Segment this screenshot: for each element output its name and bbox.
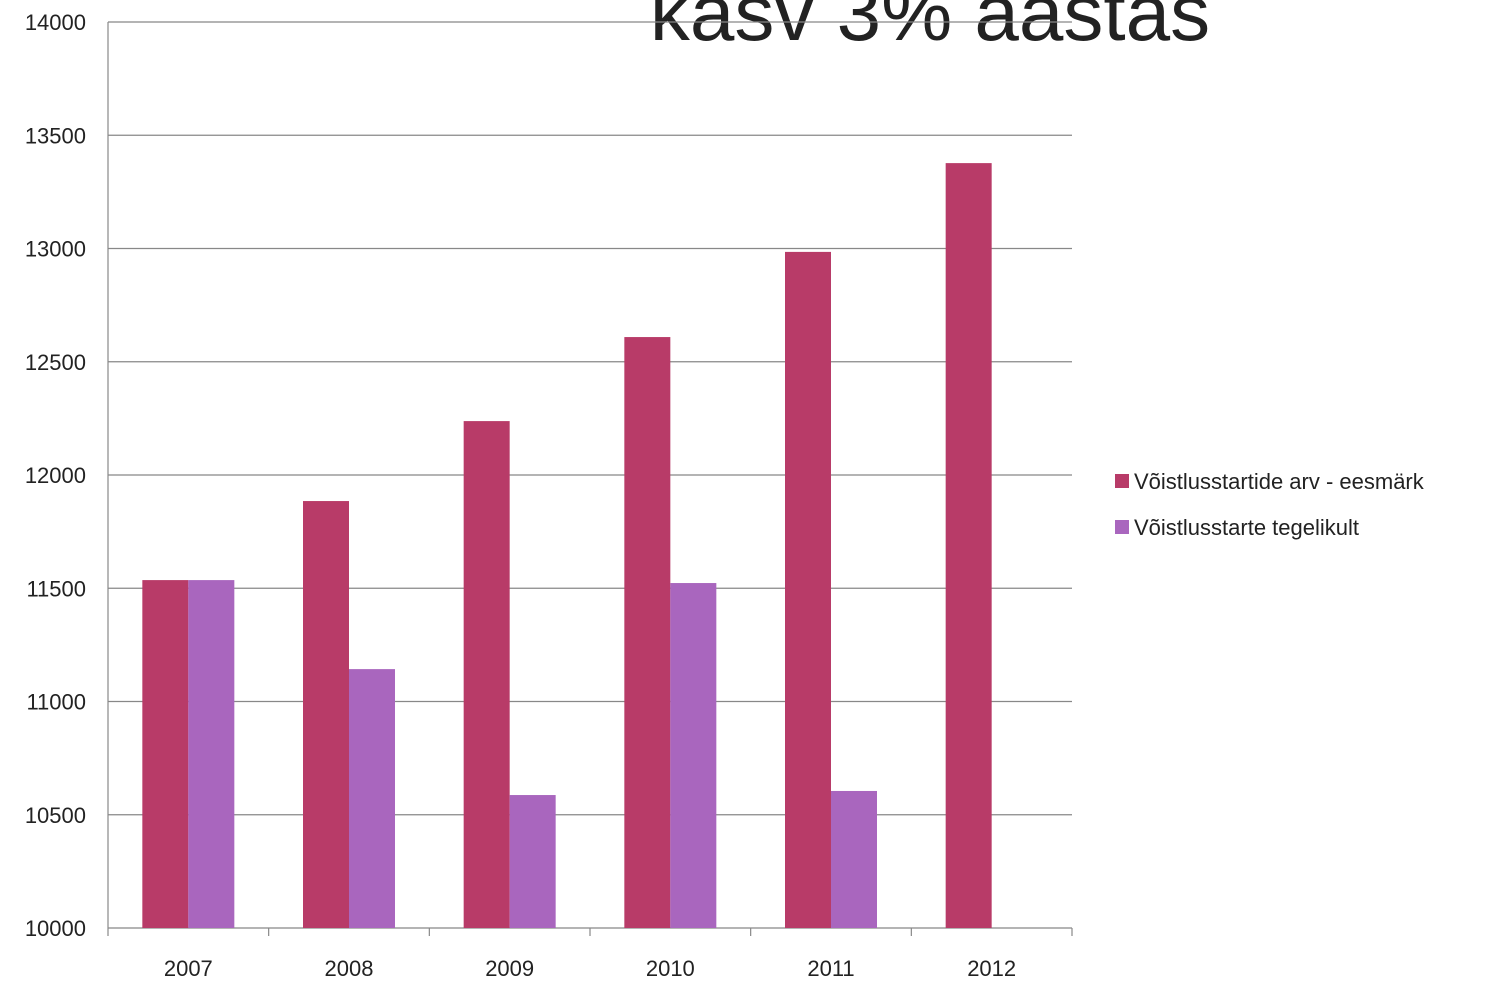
- legend-label: Võistlusstartide arv - eesmärk: [1134, 469, 1425, 494]
- y-tick-label: 11000: [26, 690, 86, 715]
- bar: [509, 795, 556, 928]
- y-tick-label: 13000: [25, 237, 86, 262]
- bar: [945, 163, 992, 928]
- x-tick-label: 2009: [485, 956, 534, 981]
- bar: [142, 580, 189, 928]
- bar: [303, 501, 349, 928]
- x-tick-label: 2011: [807, 956, 854, 981]
- y-tick-label: 12000: [25, 463, 86, 488]
- x-tick-label: 2010: [646, 956, 695, 981]
- bar: [624, 337, 671, 928]
- x-tick-label: 2007: [164, 956, 213, 981]
- y-tick-label: 13500: [25, 123, 86, 148]
- bar: [188, 580, 235, 928]
- legend-swatch: [1115, 520, 1129, 534]
- x-tick-label: 2008: [325, 956, 374, 981]
- legend-swatch: [1115, 474, 1129, 488]
- bar: [831, 790, 877, 928]
- y-tick-label: 14000: [25, 10, 86, 35]
- y-tick-label: 11500: [26, 576, 86, 601]
- x-tick-label: 2012: [967, 956, 1016, 981]
- y-tick-label: 12500: [25, 350, 86, 375]
- bar: [785, 251, 831, 928]
- bar: [670, 583, 717, 928]
- y-tick-label: 10500: [25, 803, 86, 828]
- y-tick-label: 10000: [25, 916, 86, 941]
- bar: [349, 669, 395, 928]
- bar: [463, 421, 510, 928]
- chart-title: kasv 3% aastas: [650, 0, 1210, 57]
- legend-label: Võistlusstarte tegelikult: [1134, 515, 1359, 540]
